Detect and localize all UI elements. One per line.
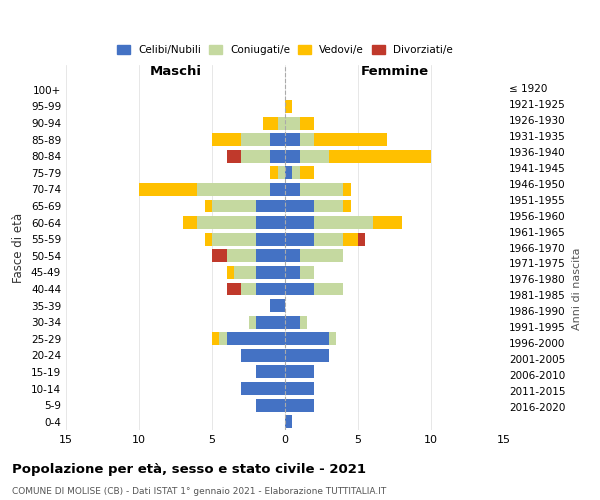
Bar bbox=[285, 150, 299, 162]
Bar bbox=[314, 216, 373, 229]
Bar bbox=[285, 316, 299, 328]
Bar bbox=[285, 250, 299, 262]
Bar bbox=[220, 332, 227, 345]
Bar bbox=[343, 232, 358, 245]
Text: Popolazione per età, sesso e stato civile - 2021: Popolazione per età, sesso e stato civil… bbox=[12, 462, 366, 475]
Bar bbox=[358, 232, 365, 245]
Bar bbox=[227, 150, 241, 162]
Bar bbox=[285, 183, 299, 196]
Bar bbox=[271, 166, 278, 179]
Bar bbox=[285, 382, 314, 395]
Bar bbox=[271, 183, 285, 196]
Bar bbox=[227, 266, 234, 279]
Bar bbox=[285, 332, 329, 345]
Bar bbox=[227, 332, 285, 345]
Bar bbox=[285, 166, 292, 179]
Text: COMUNE DI MOLISE (CB) - Dati ISTAT 1° gennaio 2021 - Elaborazione TUTTITALIA.IT: COMUNE DI MOLISE (CB) - Dati ISTAT 1° ge… bbox=[12, 488, 386, 496]
Bar bbox=[285, 282, 314, 296]
Bar bbox=[205, 200, 212, 212]
Bar bbox=[212, 133, 241, 146]
Text: Maschi: Maschi bbox=[149, 66, 202, 78]
Bar bbox=[227, 282, 241, 296]
Bar bbox=[278, 116, 285, 130]
Bar bbox=[285, 116, 299, 130]
Bar bbox=[343, 183, 350, 196]
Bar bbox=[241, 382, 285, 395]
Bar bbox=[278, 166, 285, 179]
Bar bbox=[373, 216, 402, 229]
Bar bbox=[241, 282, 256, 296]
Bar bbox=[197, 183, 271, 196]
Bar bbox=[299, 150, 329, 162]
Bar bbox=[212, 232, 256, 245]
Bar bbox=[299, 183, 343, 196]
Bar bbox=[285, 133, 299, 146]
Bar bbox=[256, 266, 285, 279]
Bar bbox=[256, 250, 285, 262]
Bar bbox=[299, 266, 314, 279]
Bar bbox=[271, 150, 285, 162]
Bar bbox=[271, 299, 285, 312]
Bar bbox=[329, 150, 431, 162]
Bar bbox=[314, 133, 387, 146]
Bar bbox=[285, 349, 329, 362]
Bar bbox=[205, 232, 212, 245]
Bar bbox=[285, 200, 314, 212]
Bar bbox=[285, 398, 314, 411]
Bar bbox=[299, 116, 314, 130]
Bar bbox=[212, 200, 256, 212]
Bar bbox=[248, 316, 256, 328]
Text: Femmine: Femmine bbox=[361, 66, 428, 78]
Bar bbox=[314, 232, 343, 245]
Bar bbox=[139, 183, 197, 196]
Bar bbox=[256, 398, 285, 411]
Bar bbox=[285, 216, 314, 229]
Bar bbox=[256, 216, 285, 229]
Bar bbox=[292, 166, 299, 179]
Bar bbox=[299, 316, 307, 328]
Bar bbox=[212, 332, 220, 345]
Bar bbox=[343, 200, 350, 212]
Y-axis label: Anni di nascita: Anni di nascita bbox=[572, 248, 582, 330]
Bar bbox=[256, 366, 285, 378]
Bar bbox=[183, 216, 197, 229]
Bar bbox=[241, 150, 271, 162]
Bar bbox=[256, 316, 285, 328]
Bar bbox=[314, 282, 343, 296]
Bar bbox=[241, 133, 271, 146]
Bar bbox=[271, 133, 285, 146]
Bar bbox=[256, 200, 285, 212]
Bar bbox=[227, 250, 256, 262]
Y-axis label: Fasce di età: Fasce di età bbox=[13, 212, 25, 282]
Bar bbox=[234, 266, 256, 279]
Bar bbox=[285, 100, 292, 113]
Bar bbox=[197, 216, 256, 229]
Bar bbox=[314, 200, 343, 212]
Bar bbox=[285, 266, 299, 279]
Bar bbox=[212, 250, 227, 262]
Bar bbox=[285, 232, 314, 245]
Bar bbox=[285, 415, 292, 428]
Bar bbox=[299, 166, 314, 179]
Bar bbox=[256, 282, 285, 296]
Bar bbox=[241, 349, 285, 362]
Bar bbox=[263, 116, 278, 130]
Bar bbox=[285, 366, 314, 378]
Bar bbox=[299, 133, 314, 146]
Bar bbox=[256, 232, 285, 245]
Legend: Celibi/Nubili, Coniugati/e, Vedovi/e, Divorziati/e: Celibi/Nubili, Coniugati/e, Vedovi/e, Di… bbox=[113, 41, 457, 60]
Bar bbox=[329, 332, 336, 345]
Bar bbox=[299, 250, 343, 262]
